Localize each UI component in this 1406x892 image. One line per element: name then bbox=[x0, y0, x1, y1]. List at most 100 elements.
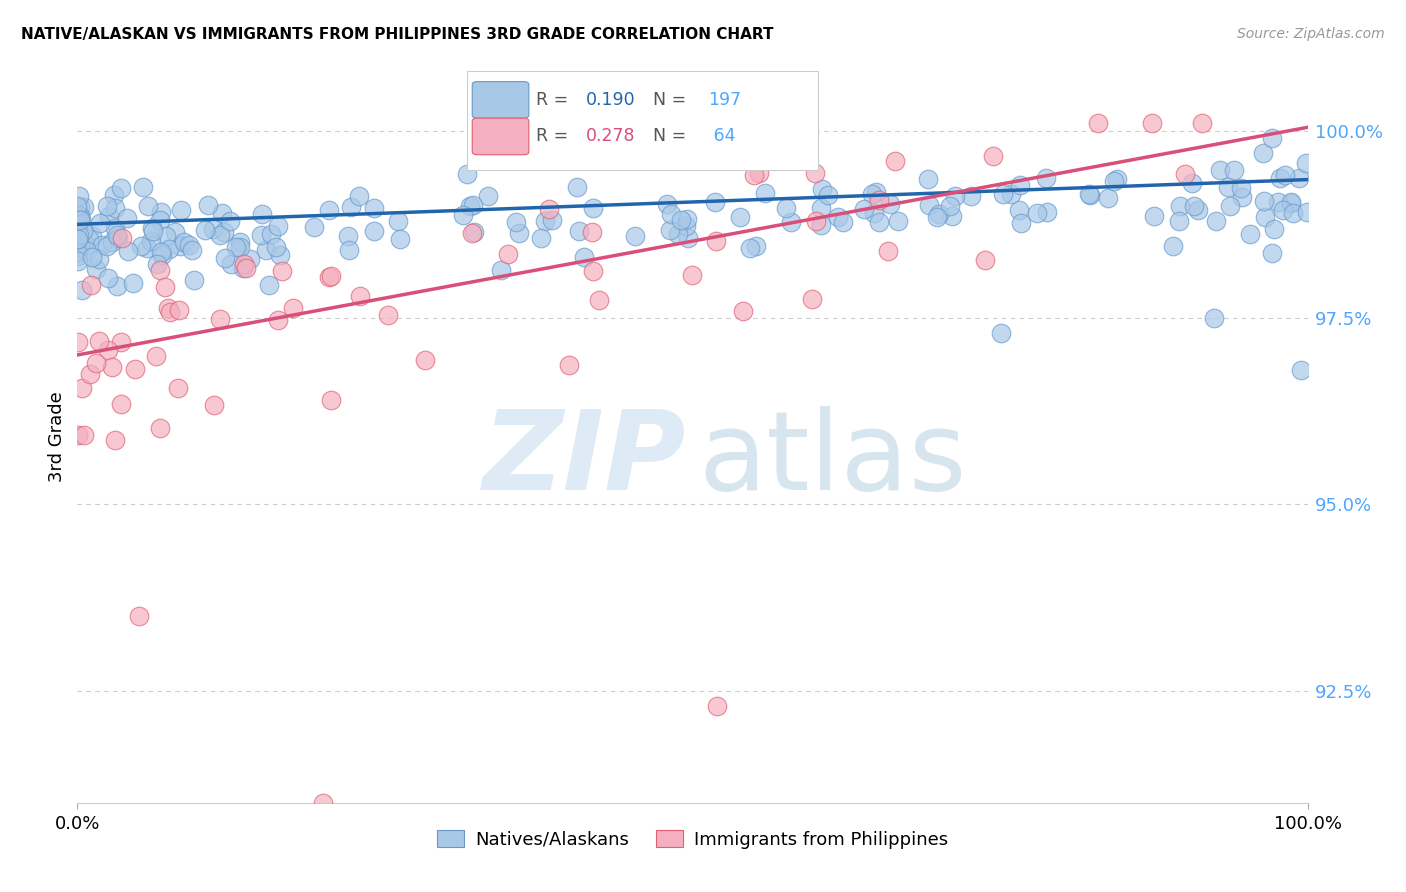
Point bbox=[463, 225, 485, 239]
Point bbox=[458, 199, 481, 213]
Point bbox=[941, 209, 963, 223]
Point bbox=[1078, 187, 1101, 202]
Text: ZIP: ZIP bbox=[482, 406, 686, 513]
Point bbox=[201, 222, 224, 236]
Point bbox=[194, 223, 217, 237]
Point bbox=[832, 214, 855, 228]
Point bbox=[72, 200, 94, 214]
Point bbox=[1000, 187, 1022, 202]
Point bbox=[733, 304, 755, 318]
Point bbox=[540, 212, 562, 227]
Point bbox=[927, 211, 949, 225]
Point bbox=[565, 180, 588, 194]
Point bbox=[1253, 194, 1275, 209]
Point bbox=[1263, 221, 1285, 235]
Point bbox=[69, 209, 91, 223]
Point bbox=[347, 189, 370, 203]
Point bbox=[149, 262, 172, 277]
Point bbox=[139, 234, 162, 248]
Point bbox=[110, 181, 132, 195]
Point bbox=[865, 186, 887, 200]
Point bbox=[229, 235, 252, 250]
Point bbox=[1209, 163, 1232, 178]
Point bbox=[281, 301, 304, 315]
Text: 64: 64 bbox=[709, 128, 735, 145]
Point bbox=[1174, 167, 1197, 181]
Point bbox=[676, 231, 699, 245]
Point bbox=[1182, 199, 1205, 213]
Point bbox=[1288, 171, 1310, 186]
Point bbox=[82, 250, 104, 264]
Point bbox=[1026, 206, 1049, 220]
Point bbox=[181, 244, 204, 258]
Point bbox=[72, 238, 94, 252]
Point bbox=[79, 367, 101, 381]
Point bbox=[689, 129, 711, 144]
Point bbox=[80, 278, 103, 293]
Point bbox=[1142, 116, 1164, 130]
Point bbox=[1295, 156, 1317, 170]
Point bbox=[868, 194, 890, 208]
Point bbox=[302, 220, 325, 235]
Point bbox=[72, 224, 94, 238]
Point bbox=[496, 246, 519, 260]
Point bbox=[211, 206, 233, 220]
Point bbox=[202, 398, 225, 412]
Point bbox=[84, 261, 107, 276]
Point bbox=[775, 201, 797, 215]
Text: Source: ZipAtlas.com: Source: ZipAtlas.com bbox=[1237, 27, 1385, 41]
Text: N =: N = bbox=[654, 128, 692, 145]
Point bbox=[170, 203, 193, 218]
Point bbox=[780, 215, 803, 229]
Text: R =: R = bbox=[536, 128, 574, 145]
Point bbox=[254, 243, 277, 257]
Point bbox=[810, 182, 832, 196]
Point bbox=[623, 229, 645, 244]
Point bbox=[148, 421, 170, 435]
Point bbox=[69, 212, 91, 227]
Point bbox=[110, 397, 132, 411]
Point bbox=[197, 198, 219, 212]
Point bbox=[146, 257, 169, 271]
Point bbox=[150, 248, 173, 262]
Point bbox=[214, 225, 236, 239]
Point bbox=[675, 219, 697, 234]
Point bbox=[66, 427, 89, 442]
Point bbox=[110, 334, 132, 349]
Point bbox=[67, 227, 90, 242]
Point bbox=[132, 180, 155, 194]
Point bbox=[105, 278, 128, 293]
Point bbox=[75, 237, 97, 252]
Point bbox=[66, 214, 89, 228]
Text: R =: R = bbox=[536, 91, 574, 109]
Point bbox=[142, 224, 165, 238]
Point bbox=[145, 349, 167, 363]
Point bbox=[1191, 116, 1213, 130]
Point bbox=[451, 208, 474, 222]
Point bbox=[742, 168, 765, 182]
Point bbox=[801, 292, 824, 306]
Point bbox=[225, 239, 247, 253]
Point bbox=[67, 232, 90, 246]
Point bbox=[1087, 116, 1109, 130]
Point bbox=[804, 166, 827, 180]
Point bbox=[67, 254, 90, 268]
Point bbox=[1270, 171, 1292, 186]
Point bbox=[363, 224, 385, 238]
Point bbox=[103, 188, 125, 202]
Point bbox=[218, 214, 240, 228]
Point bbox=[1035, 171, 1057, 186]
Point bbox=[1271, 202, 1294, 217]
Point bbox=[1008, 178, 1031, 192]
Point bbox=[89, 216, 111, 230]
Legend: Natives/Alaskans, Immigrants from Philippines: Natives/Alaskans, Immigrants from Philip… bbox=[430, 822, 955, 856]
Point bbox=[76, 244, 98, 258]
Point bbox=[312, 796, 335, 810]
Point bbox=[229, 240, 252, 254]
Point bbox=[810, 218, 832, 232]
Point bbox=[1161, 239, 1184, 253]
Point bbox=[413, 352, 436, 367]
Point bbox=[886, 213, 908, 227]
Point bbox=[1216, 179, 1239, 194]
Point bbox=[918, 198, 941, 212]
